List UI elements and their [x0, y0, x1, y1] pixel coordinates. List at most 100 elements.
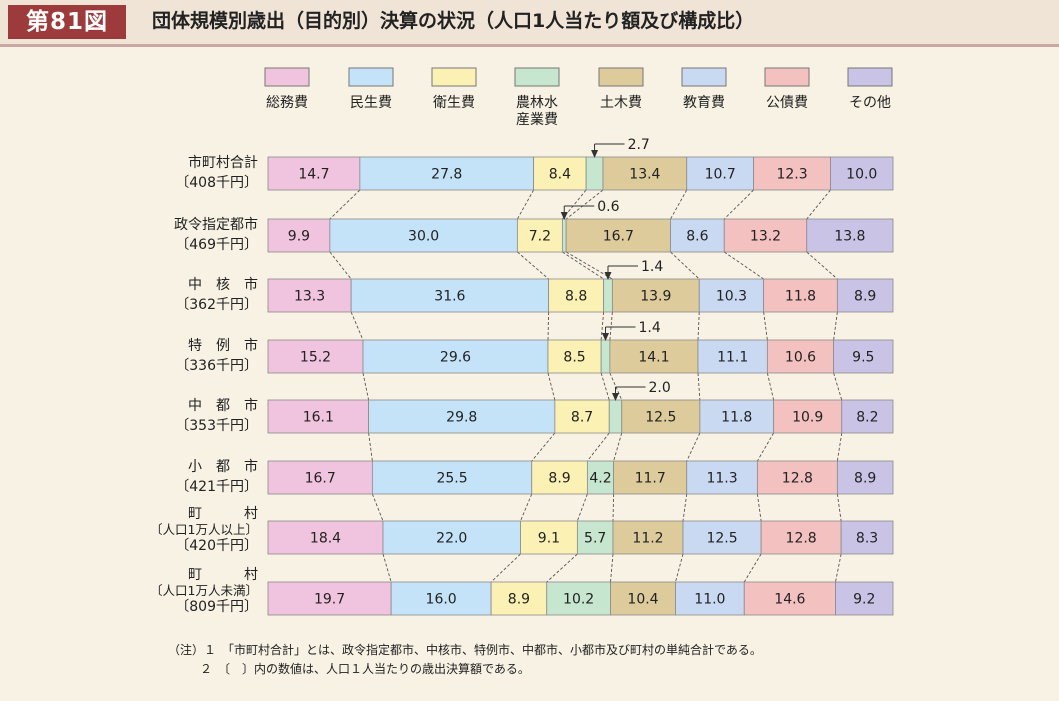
data-label: 19.7	[314, 592, 345, 608]
data-label: 8.2	[856, 410, 878, 426]
data-label: 12.3	[776, 167, 807, 183]
connector-line	[490, 553, 521, 583]
connector-line	[517, 251, 549, 280]
category-label: 中 核 市	[188, 276, 258, 293]
bar-segment	[682, 520, 762, 555]
bar-segment	[833, 339, 894, 374]
data-label: 8.4	[549, 167, 571, 183]
data-label: 22.0	[436, 531, 467, 547]
data-label: 13.2	[750, 229, 781, 245]
bar-segment	[723, 218, 808, 253]
connector-line	[329, 251, 352, 280]
category-label: 小 都 市	[188, 458, 258, 475]
bar-segment	[841, 399, 894, 434]
data-label: 8.9	[854, 289, 876, 305]
legend-label: 総務費	[266, 95, 308, 111]
legend-swatch	[598, 67, 644, 87]
data-label: 12.8	[786, 531, 817, 547]
bar-segment	[390, 581, 492, 616]
category-label: 〔421千円〕	[175, 479, 258, 495]
category-label: 〔408千円〕	[175, 175, 258, 191]
data-label: 18.4	[310, 531, 341, 547]
data-label: 10.9	[792, 410, 823, 426]
bar-segment	[548, 278, 605, 313]
data-label: 8.9	[508, 592, 530, 608]
bar-segment	[600, 339, 611, 374]
legend-label: 民生費	[350, 95, 392, 111]
connector-line	[350, 311, 364, 341]
category-label: 〔人口1万人以上〕	[150, 522, 258, 537]
data-label: 10.0	[846, 167, 877, 183]
data-label: 9.2	[853, 592, 875, 608]
callout-arrow	[604, 272, 612, 280]
data-label: 11.2	[632, 531, 663, 547]
data-label: 9.5	[852, 350, 874, 366]
bar-segment	[267, 156, 361, 191]
data-label: 7.2	[529, 229, 551, 245]
bar-segment	[806, 218, 894, 253]
callout-label: 2.0	[649, 380, 671, 396]
data-label: 14.7	[298, 167, 329, 183]
connector-line	[368, 432, 373, 462]
connector-line	[520, 493, 533, 522]
bar-segment	[561, 218, 567, 253]
header-divider	[0, 44, 1059, 47]
legend-swatch	[431, 67, 477, 87]
bar-segment	[547, 339, 602, 374]
bar-segment	[756, 460, 838, 495]
callout-arrow	[602, 333, 609, 341]
bar-segment	[533, 156, 587, 191]
legend-swatch	[764, 67, 810, 87]
bar-segment	[329, 218, 518, 253]
category-label: 中 都 市	[188, 397, 258, 414]
connector-line	[833, 311, 838, 341]
bar-segment	[267, 218, 331, 253]
connector-line	[576, 493, 588, 522]
legend-swatch	[348, 67, 394, 87]
callout-label: 0.6	[597, 199, 619, 215]
data-label: 8.9	[548, 471, 570, 487]
connector-line	[612, 493, 615, 522]
connector-line	[836, 493, 842, 522]
data-label: 12.5	[706, 531, 737, 547]
bar-segment	[698, 278, 765, 313]
bar-segment	[766, 339, 835, 374]
connector-line	[565, 189, 604, 220]
category-label: 〔362千円〕	[175, 297, 258, 313]
connector-line	[806, 251, 838, 280]
connector-line	[516, 189, 535, 220]
bar-segment	[760, 520, 842, 555]
data-label: 30.0	[408, 229, 439, 245]
callout-label: 2.7	[628, 137, 650, 153]
data-label: 10.4	[627, 592, 658, 608]
data-label: 11.3	[706, 471, 737, 487]
legend-label: 公債費	[766, 95, 808, 111]
bar-segment	[830, 156, 894, 191]
connector-line	[836, 432, 843, 462]
connector-line	[756, 493, 762, 522]
bar-segment	[267, 339, 364, 374]
data-label: 8.5	[563, 350, 585, 366]
connector-line	[723, 251, 764, 280]
bar-segment	[697, 339, 768, 374]
data-label: 13.8	[834, 229, 865, 245]
connector-line	[613, 432, 623, 462]
connector-line	[697, 311, 700, 341]
legend-swatch	[514, 67, 560, 87]
connector-line	[806, 189, 831, 220]
connector-line	[835, 553, 842, 583]
connector-line	[833, 372, 843, 401]
connector-line	[371, 493, 384, 522]
bar-segment	[585, 156, 604, 191]
category-label: 〔809千円〕	[175, 599, 258, 615]
legend-swatch	[681, 67, 727, 87]
connector-line	[531, 432, 556, 462]
data-label: 12.8	[782, 471, 813, 487]
data-label: 9.1	[538, 531, 560, 547]
note-2: ２ 〔 〕内の数値は、人口１人当たりの歳出決算額である。	[200, 662, 530, 676]
connector-line	[609, 311, 613, 341]
bar-segment	[602, 156, 688, 191]
data-label: 8.9	[854, 471, 876, 487]
callout-label: 1.4	[639, 320, 661, 336]
